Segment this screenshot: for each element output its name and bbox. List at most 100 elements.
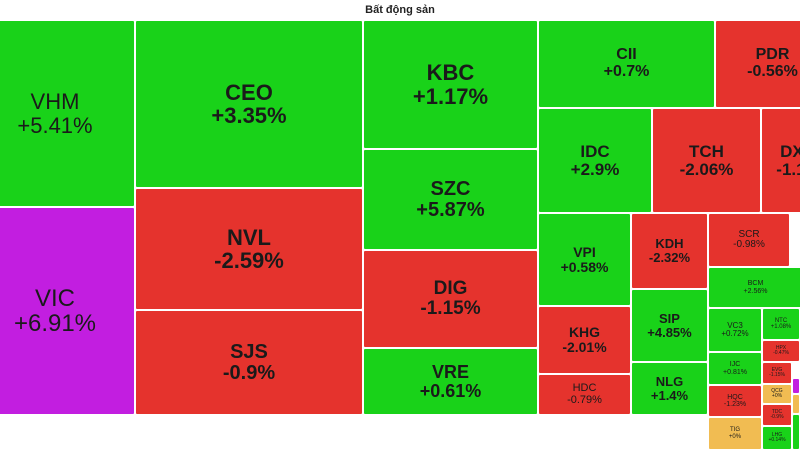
tile-change: +0.7%: [603, 63, 650, 80]
tile-change: +0.61%: [419, 380, 482, 401]
tile-idc[interactable]: IDC +2.9%: [538, 108, 652, 213]
tile-vre[interactable]: VRE +0.61%: [363, 348, 538, 415]
tile-tdc[interactable]: TDC -0.9%: [762, 404, 792, 426]
sector-title: Bất động sản: [365, 4, 435, 16]
tile-change: -2.32%: [648, 250, 691, 265]
tile-symbol: HPX: [775, 344, 787, 351]
tile-change: -0.56%: [747, 63, 798, 80]
tile-symbol: NTC: [774, 317, 788, 324]
tile-change: -1.1%: [776, 159, 800, 179]
tile-symbol: SZC: [430, 177, 471, 200]
tile-change: +0%: [728, 433, 742, 440]
tile-tig[interactable]: TIG +0%: [708, 417, 762, 450]
tile-change: +0.58%: [560, 258, 609, 275]
tile-kdh[interactable]: KDH -2.32%: [631, 213, 708, 289]
tile-ceo[interactable]: CEO +3.35%: [135, 20, 363, 188]
tile-change: -0.98%: [733, 239, 765, 250]
tile-symbol: IJC: [729, 361, 741, 369]
tile-change: -0.79%: [567, 393, 602, 406]
tile-change: -1.15%: [769, 372, 785, 378]
tile-symbol: LHG: [771, 431, 783, 438]
tile-symbol: VIC: [34, 284, 75, 312]
tile-vc3[interactable]: VC3 +0.72%: [708, 308, 762, 352]
tile-change: -2.06%: [679, 159, 734, 179]
tile-change: +1.08%: [770, 324, 792, 330]
tile-change: +0%: [771, 393, 783, 399]
tile-change: +0.72%: [721, 329, 749, 338]
tile-sip[interactable]: SIP +4.85%: [631, 289, 708, 362]
tile-symbol: CEO: [225, 79, 273, 105]
tile-ntc[interactable]: NTC +1.08%: [762, 308, 800, 340]
tile-hpx[interactable]: HPX -0.47%: [762, 340, 800, 362]
tile-change: +2.56%: [743, 287, 768, 295]
tile-tch[interactable]: TCH -2.06%: [652, 108, 761, 213]
tile-change: +0.14%: [768, 437, 786, 443]
tile-change: +2.9%: [570, 159, 620, 179]
tile-extra-2[interactable]: [792, 394, 800, 414]
tile-symbol: TIG: [730, 427, 740, 434]
tile-nvl[interactable]: NVL -2.59%: [135, 188, 363, 310]
tile-bcm[interactable]: BCM +2.56%: [708, 267, 800, 308]
tile-change: +5.87%: [416, 198, 485, 221]
tile-change: +1.4%: [650, 387, 689, 403]
tile-change: -0.9%: [222, 361, 276, 384]
tile-symbol: TCH: [689, 141, 724, 161]
tile-szc[interactable]: SZC +5.87%: [363, 149, 538, 250]
tile-symbol: NLG: [655, 373, 684, 389]
tile-ijc[interactable]: IJC +0.81%: [708, 352, 762, 385]
tile-symbol: VRE: [431, 361, 469, 382]
tile-change: -0.9%: [770, 414, 784, 420]
tile-change: +1.17%: [412, 83, 489, 109]
tile-sjs[interactable]: SJS -0.9%: [135, 310, 363, 415]
tile-vpi[interactable]: VPI +0.58%: [538, 213, 631, 306]
tile-pdr[interactable]: PDR -0.56%: [715, 20, 800, 108]
tile-symbol: EVG: [771, 366, 783, 373]
tile-symbol: HQC: [727, 393, 743, 401]
tile-change: -0.47%: [773, 350, 789, 356]
tile-cii[interactable]: CII +0.7%: [538, 20, 715, 108]
tile-qcg[interactable]: QCG +0%: [762, 384, 792, 404]
tile-symbol: VC3: [727, 320, 743, 330]
tile-symbol: SIP: [659, 310, 680, 326]
tile-symbol: NVL: [227, 224, 271, 250]
tile-change: +0.81%: [723, 368, 747, 376]
tile-change: -2.59%: [214, 248, 284, 273]
tile-symbol: SJS: [230, 340, 268, 363]
tile-symbol: VPI: [573, 243, 596, 260]
tile-khg[interactable]: KHG -2.01%: [538, 306, 631, 374]
tile-kbc[interactable]: KBC +1.17%: [363, 20, 538, 149]
tile-symbol: HDC: [572, 381, 597, 394]
tile-dxg[interactable]: DXG -1.1%: [761, 108, 800, 213]
tile-lhg[interactable]: LHG +0.14%: [762, 426, 792, 450]
tile-symbol: CII: [616, 46, 637, 64]
tile-dig[interactable]: DIG -1.15%: [363, 250, 538, 348]
tile-symbol: VHM: [30, 89, 80, 115]
tile-symbol: QCG: [771, 387, 783, 394]
tile-scr[interactable]: SCR -0.98%: [708, 213, 790, 267]
tile-vic[interactable]: VIC +6.91%: [0, 207, 135, 415]
tile-symbol: TDC: [771, 408, 783, 415]
tile-symbol: PDR: [755, 46, 790, 64]
tile-change: -2.01%: [562, 339, 607, 355]
tile-extra-1[interactable]: [792, 378, 800, 394]
tile-symbol: IDC: [580, 141, 610, 161]
tile-hqc[interactable]: HQC -1.23%: [708, 385, 762, 417]
tile-evg[interactable]: EVG -1.15%: [762, 362, 792, 384]
tile-symbol: KHG: [568, 324, 601, 341]
tile-change: -1.23%: [723, 401, 747, 408]
sector-treemap: VHM +5.41% VIC +6.91% CEO +3.35% NVL -2.…: [0, 20, 800, 450]
tile-symbol: KBC: [426, 60, 475, 86]
tile-hdc[interactable]: HDC -0.79%: [538, 374, 631, 415]
tile-symbol: DIG: [433, 278, 468, 300]
tile-change: +5.41%: [17, 112, 93, 138]
tile-symbol: BCM: [747, 280, 764, 288]
tile-change: +6.91%: [13, 310, 97, 337]
tile-symbol: SCR: [738, 228, 760, 240]
tile-nlg[interactable]: NLG +1.4%: [631, 362, 708, 415]
tile-symbol: KDH: [655, 236, 684, 252]
tile-change: +4.85%: [647, 324, 692, 340]
tile-change: -1.15%: [420, 298, 481, 319]
tile-vhm[interactable]: VHM +5.41%: [0, 20, 135, 207]
tile-extra-3[interactable]: [792, 414, 800, 450]
tile-symbol: DXG: [780, 141, 800, 161]
